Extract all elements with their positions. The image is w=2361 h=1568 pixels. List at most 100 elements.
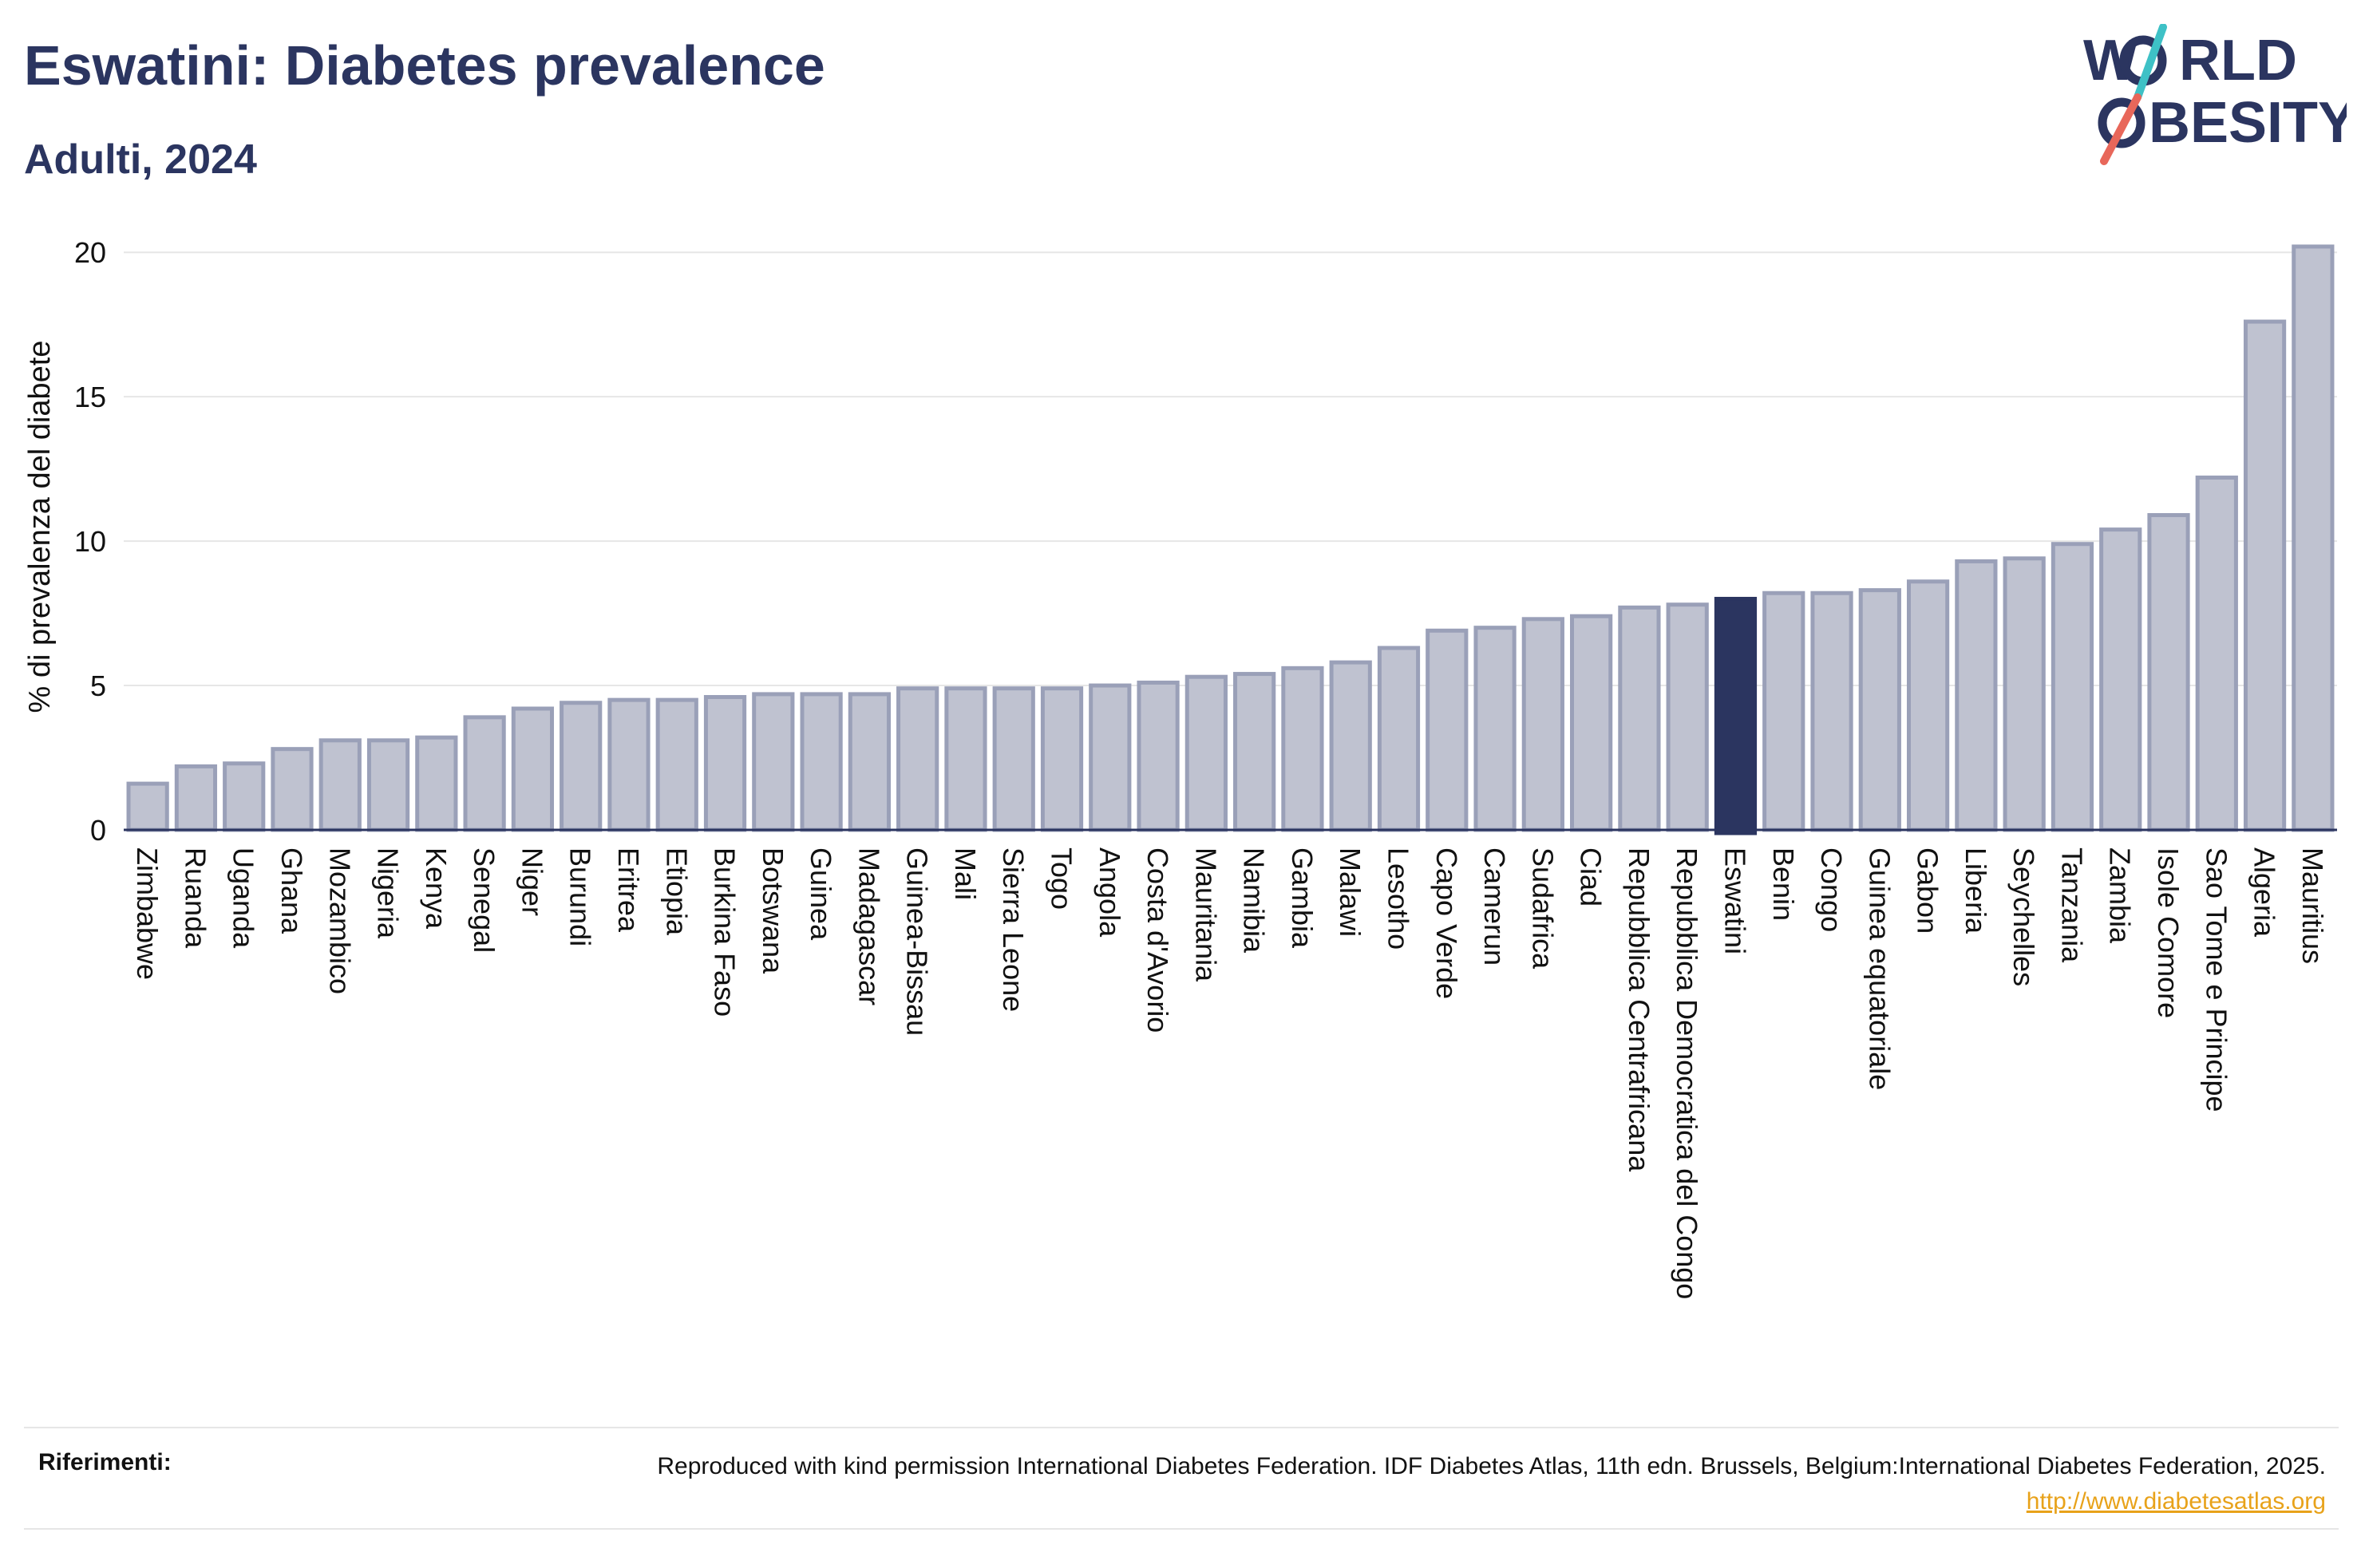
x-tick-label: Angola (1093, 847, 1126, 938)
x-tick-label: Senegal (468, 847, 500, 953)
bar-mozambico (318, 738, 362, 832)
bars (126, 244, 2335, 835)
x-tick-label: Burundi (564, 847, 597, 946)
x-tick-label: Tanzania (2055, 847, 2088, 963)
x-tick-label: Eritrea (612, 847, 645, 933)
x-tick-label: Sierra Leone (997, 847, 1030, 1012)
bar-sao-tome-e-principe (2195, 475, 2238, 832)
diabetes-atlas-link[interactable]: http://www.diabetesatlas.org (2026, 1488, 2326, 1515)
x-tick-label: Madagascar (852, 847, 885, 1005)
x-tick-label: Zambia (2104, 847, 2137, 944)
bar-repubblica-centrafricana (1618, 605, 1661, 832)
x-tick-label: Zimbabwe (131, 847, 164, 980)
bar-madagascar (848, 692, 891, 832)
x-tick-label: Sao Tome e Principe (2200, 847, 2232, 1112)
x-tick-label: Seychelles (2007, 847, 2040, 986)
x-tick-label: Uganda (227, 847, 260, 949)
bar-ghana (271, 747, 314, 832)
x-tick-label: Burkina Faso (709, 847, 742, 1017)
y-axis-ticks: 0 5 10 15 20 (74, 236, 106, 847)
bar-ciad (1570, 614, 1613, 832)
x-tick-label: Ruanda (179, 847, 212, 949)
x-tick-label: Congo (1815, 847, 1848, 932)
bar-liberia (1955, 559, 1998, 832)
x-tick-label: Togo (1046, 847, 1078, 910)
bar-costa-d-avorio (1137, 680, 1180, 832)
bar-seychelles (2003, 556, 2046, 832)
y-tick-label: 15 (74, 381, 106, 413)
y-tick-label: 20 (74, 236, 106, 269)
bar-zambia (2099, 527, 2142, 832)
bar-camerun (1473, 626, 1517, 832)
bar-eswatini (1714, 596, 1758, 835)
bar-zimbabwe (126, 781, 169, 832)
world-obesity-logo: W RLD BESITY (2083, 24, 2347, 165)
references-text: Reproduced with kind permission Internat… (650, 1449, 2326, 1519)
bar-angola (1089, 683, 1132, 832)
x-tick-label: Lesotho (1382, 847, 1414, 950)
bar-tanzania (2051, 542, 2094, 832)
x-tick-label: Gambia (1286, 847, 1319, 949)
references-citation: Reproduced with kind permission Internat… (657, 1453, 2326, 1479)
bar-nigeria (366, 738, 410, 832)
bar-guinea-equatoriale (1858, 588, 1901, 832)
x-tick-label: Guinea equatoriale (1863, 847, 1896, 1090)
x-axis-labels: Zimbabwe Ruanda Uganda Ghana Mozambico Nigeri… (131, 847, 2329, 1299)
logo-text-world: W RLD (2083, 29, 2297, 93)
bar-isole-comore (2147, 513, 2190, 832)
x-tick-label: Mauritius (2296, 847, 2329, 964)
bar-uganda (223, 761, 266, 832)
bar-niger (511, 706, 555, 832)
x-tick-label: Namibia (1238, 847, 1271, 954)
bar-kenya (415, 735, 458, 832)
bar-senegal (463, 715, 506, 832)
y-tick-label: 10 (74, 525, 106, 558)
x-tick-label: Eswatini (1718, 847, 1751, 954)
bar-mali (944, 686, 987, 832)
logo-text-obesity: BESITY (2149, 91, 2347, 155)
bar-chart: 0 5 10 15 20 Zimbabwe Ruanda Uganda Ghana Mozamb… (23, 236, 2337, 1299)
logo-o-bottom (2098, 97, 2145, 148)
x-tick-label: Capo Verde (1430, 847, 1463, 999)
bar-burkina-faso (703, 695, 747, 832)
bar-etiopia (655, 697, 698, 832)
bar-lesotho (1377, 646, 1421, 832)
bar-mauritania (1184, 674, 1228, 832)
x-tick-label: Guinea (805, 847, 837, 941)
x-tick-label: Repubblica Centrafricana (1623, 847, 1655, 1172)
x-tick-label: Isole Comore (2152, 847, 2185, 1018)
chart-title: Eswatini: Diabetes prevalence (24, 34, 825, 97)
bar-benin (1762, 590, 1805, 832)
logo-slash-coral (2100, 93, 2142, 165)
bar-sierra-leone (992, 686, 1035, 832)
chart-subtitle: Adulti, 2024 (24, 136, 257, 183)
x-tick-label: Botswana (757, 847, 789, 974)
bar-sudafrica (1521, 617, 1564, 832)
logo-slash-teal (2134, 24, 2167, 101)
x-tick-label: Sudafrica (1526, 847, 1559, 970)
bar-capo-verde (1426, 628, 1469, 832)
bar-ruanda (174, 764, 218, 832)
x-tick-label: Mali (949, 847, 982, 900)
x-tick-label: Algeria (2248, 847, 2281, 938)
x-tick-label: Repubblica Democratica del Congo (1671, 847, 1703, 1299)
x-tick-label: Costa d'Avorio (1141, 847, 1174, 1033)
bar-namibia (1233, 672, 1276, 832)
bar-repubblica-democratica-del-congo (1666, 602, 1709, 832)
references-label: Riferimenti: (38, 1449, 172, 1475)
bar-gambia (1281, 666, 1324, 832)
y-axis-label: % di prevalenza del diabete (23, 341, 57, 713)
x-tick-label: Liberia (1960, 847, 1992, 934)
y-tick-label: 5 (90, 669, 106, 702)
bar-burundi (560, 701, 603, 832)
bar-togo (1040, 686, 1084, 832)
x-tick-label: Ghana (275, 847, 308, 934)
bar-algeria (2243, 319, 2287, 832)
x-tick-label: Camerun (1478, 847, 1511, 966)
bar-mauritius (2292, 244, 2335, 832)
bar-congo (1810, 590, 1853, 832)
x-tick-label: Niger (516, 847, 548, 916)
bar-gabon (1906, 579, 1950, 832)
bar-botswana (752, 692, 795, 832)
x-tick-label: Gabon (1912, 847, 1944, 934)
